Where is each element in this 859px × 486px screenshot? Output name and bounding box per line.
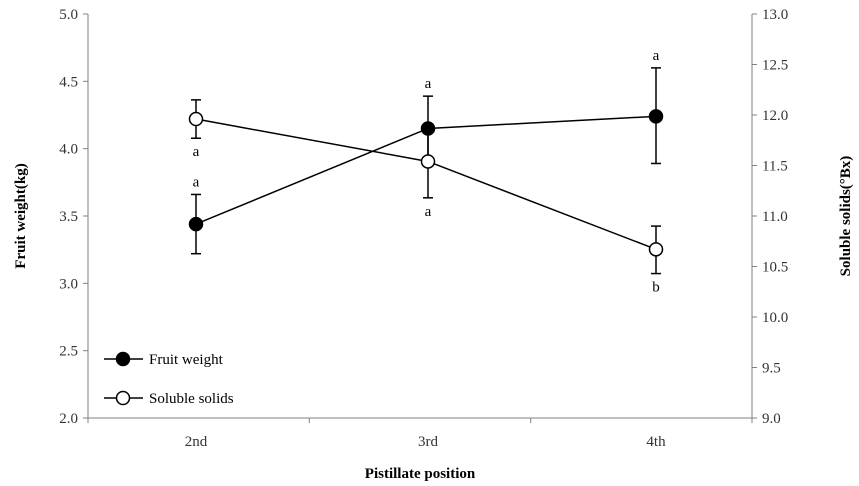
y-left-tick-label: 2.5: [59, 344, 78, 360]
y-left-tick-label: 3.5: [59, 209, 78, 225]
y-axis-right-title: Soluble solids(°Bx): [838, 156, 854, 277]
fruit-weight-marker: [648, 109, 664, 124]
fruit-weight-significance-label: a: [193, 174, 200, 190]
x-tick-label: 3rd: [418, 434, 438, 450]
y-right-tick-label: 9.0: [762, 411, 781, 427]
x-tick-label: 2nd: [185, 434, 208, 450]
legend-fruit-weight-marker: [115, 351, 131, 367]
y-left-ticks: 2.0 2.5 3.0 3.5 4.0 4.5 5.0: [59, 7, 88, 427]
y-right-tick-label: 10.5: [762, 260, 788, 276]
soluble-solids-line: [195, 118, 657, 251]
y-right-tick-label: 12.0: [762, 108, 788, 124]
y-left-tick-label: 5.0: [59, 7, 78, 23]
y-right-tick-label: 13.0: [762, 7, 788, 23]
soluble-solids-marker: [420, 154, 436, 169]
soluble-solids-marker: [188, 111, 204, 127]
x-axis-title: Pistillate position: [365, 466, 476, 482]
y-right-tick-label: 9.5: [762, 361, 781, 377]
y-axis-left-title: Fruit weight(kg): [13, 163, 29, 268]
x-tick-label: 4th: [646, 434, 666, 450]
y-left-tick-label: 2.0: [59, 411, 78, 427]
legend-fruit-weight-label: Fruit weight: [149, 352, 224, 368]
y-right-tick-label: 10.0: [762, 310, 788, 326]
y-left-tick-label: 4.5: [59, 74, 78, 90]
legend: Fruit weight Soluble solids: [104, 351, 234, 407]
y-left-tick-label: 3.0: [59, 276, 78, 292]
y-right-tick-label: 11.0: [762, 209, 788, 225]
fruit-weight-significance-label: a: [653, 48, 660, 64]
soluble-solids-significance-label: b: [652, 280, 660, 296]
y-left-tick-label: 4.0: [59, 142, 78, 158]
x-ticks: 2nd 3rd 4th: [87, 418, 753, 450]
y-right-ticks: 9.0 9.5 10.0 10.5 11.0 11.5 12.0 12.5 13.0: [752, 7, 788, 427]
y-right-tick-label: 12.5: [762, 58, 788, 74]
soluble-solids-significance-label: a: [193, 144, 200, 160]
fruit-weight-marker: [188, 216, 204, 232]
soluble-solids-significance-label: a: [425, 204, 432, 220]
soluble-solids-marker: [648, 242, 664, 257]
legend-soluble-solids-marker: [115, 390, 131, 406]
y-right-tick-label: 11.5: [762, 159, 788, 175]
fruit-weight-significance-label: a: [425, 76, 432, 92]
legend-soluble-solids-label: Soluble solids: [149, 391, 234, 407]
